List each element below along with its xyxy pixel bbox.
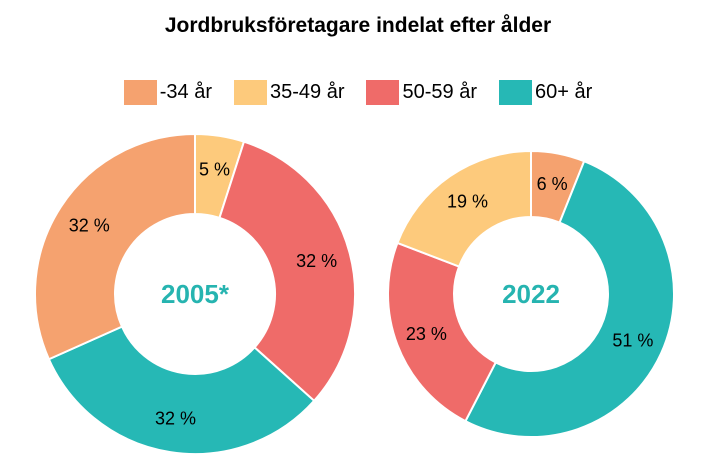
slice-value-label: 32 %: [155, 408, 196, 428]
donut-center-label: 2005*: [161, 279, 230, 309]
donut-chart: 6 % 51 % 23 % 19 % 2022: [387, 149, 675, 438]
legend-swatch: [366, 79, 400, 105]
donut-slice: [396, 149, 532, 268]
legend-item: 35-49 år: [233, 79, 345, 105]
legend-swatch: [498, 79, 532, 105]
slice-value-label: 6 %: [537, 174, 568, 194]
donut-slice: [47, 325, 316, 455]
donut-slice: [464, 159, 675, 438]
legend: -34 år 35-49 år 50-59 år 60+ år: [0, 76, 716, 108]
legend-label: 50-59 år: [402, 80, 477, 103]
slice-value-label: 51 %: [612, 331, 653, 351]
legend-item: -34 år: [123, 79, 212, 105]
legend-item: 50-59 år: [366, 79, 477, 105]
legend-label: 35-49 år: [269, 80, 345, 103]
slice-value-label: 32 %: [69, 215, 110, 235]
legend-label: 60+ år: [534, 80, 593, 103]
donut-slice: [34, 132, 196, 361]
donut-slice: [218, 140, 356, 403]
legend-item: 60+ år: [498, 79, 593, 105]
chart-title: Jordbruksföretagare indelat efter ålder: [164, 14, 552, 37]
slice-value-label: 5 %: [199, 160, 230, 180]
legend-swatch: [233, 79, 267, 105]
slice-value-label: 32 %: [296, 251, 337, 271]
donut-slice: [387, 241, 498, 423]
legend-swatch: [123, 79, 157, 105]
slice-value-label: 19 %: [447, 192, 488, 212]
slice-value-label: 23 %: [406, 324, 447, 344]
donut-center-label: 2022: [502, 279, 560, 309]
donut-chart: 5 % 32 % 32 % 32 % 2005*: [34, 132, 356, 455]
legend-label: -34 år: [159, 80, 212, 103]
